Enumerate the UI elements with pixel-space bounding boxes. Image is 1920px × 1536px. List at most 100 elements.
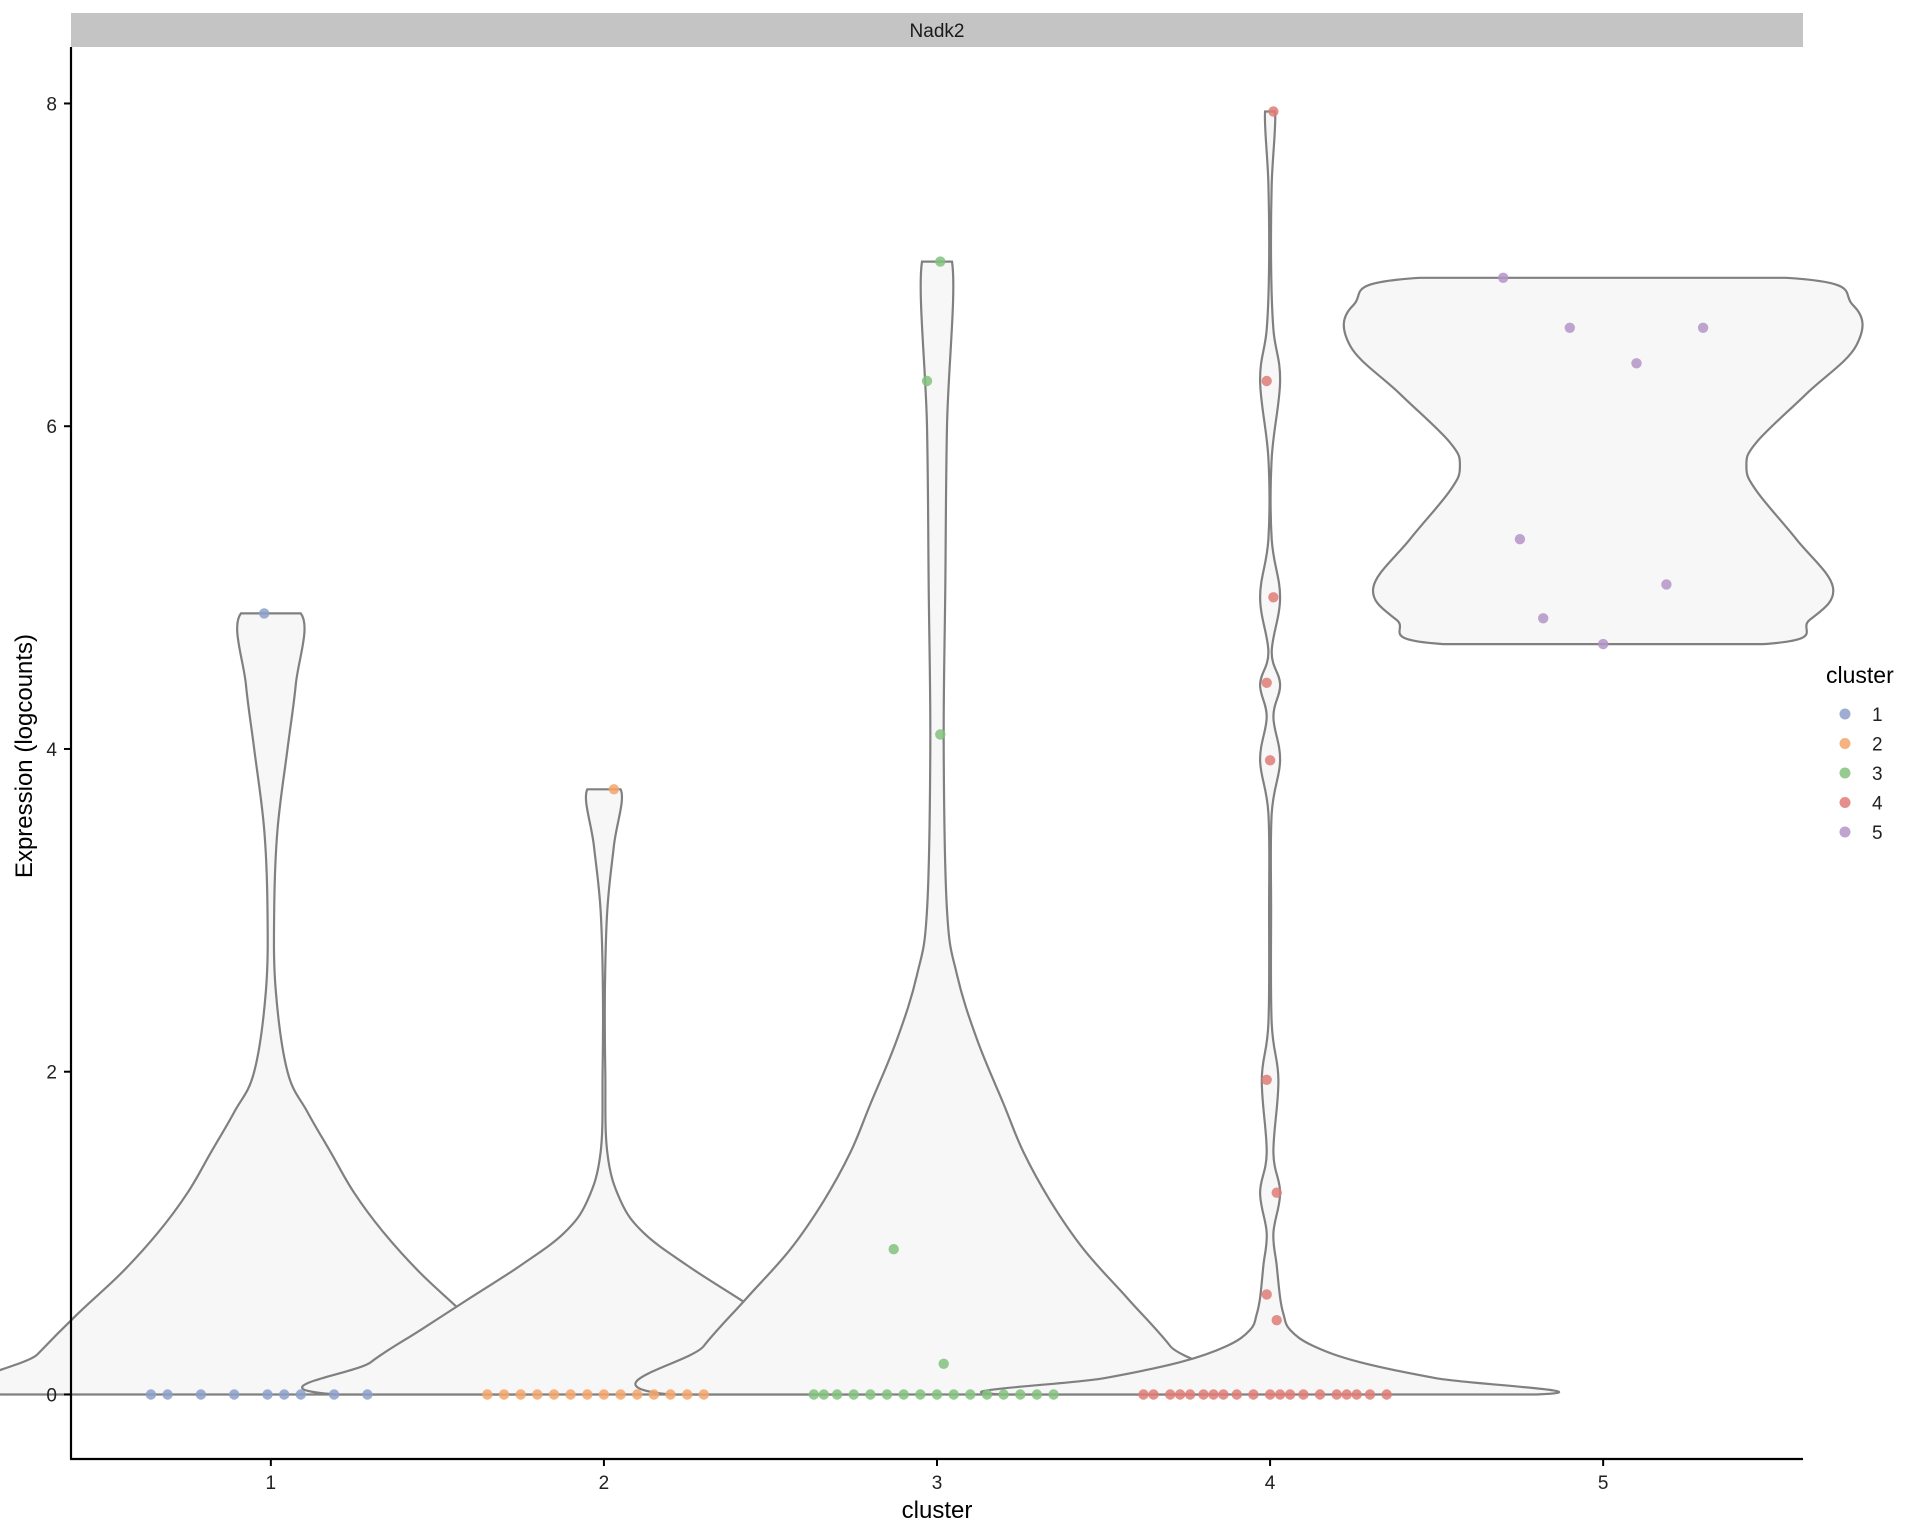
point-cluster-3 bbox=[881, 1389, 893, 1400]
legend-items: 1 2 3 4 5 bbox=[1839, 705, 1883, 844]
point-cluster-5 bbox=[1498, 272, 1509, 283]
legend-swatch-4 bbox=[1839, 797, 1851, 808]
y-tick-label: 4 bbox=[46, 740, 57, 761]
legend-swatch-5 bbox=[1839, 826, 1851, 838]
violin-cluster-4 bbox=[980, 110, 1560, 1396]
legend-swatch-3 bbox=[1839, 767, 1851, 779]
point-cluster-3 bbox=[865, 1389, 876, 1400]
point-cluster-3 bbox=[831, 1389, 843, 1400]
point-cluster-4 bbox=[1271, 1315, 1282, 1326]
point-cluster-4 bbox=[1268, 106, 1279, 117]
point-cluster-1 bbox=[145, 1389, 157, 1400]
y-ticks: 0 2 4 6 8 bbox=[46, 94, 71, 1406]
point-cluster-3 bbox=[965, 1389, 976, 1400]
point-cluster-2 bbox=[648, 1389, 660, 1400]
point-cluster-1 bbox=[279, 1389, 290, 1400]
point-cluster-3 bbox=[898, 1389, 909, 1400]
point-cluster-4 bbox=[1331, 1389, 1342, 1400]
point-cluster-2 bbox=[608, 784, 620, 795]
point-cluster-3 bbox=[808, 1389, 819, 1400]
point-cluster-2 bbox=[482, 1389, 493, 1400]
point-cluster-2 bbox=[548, 1389, 560, 1400]
point-cluster-4 bbox=[1264, 755, 1276, 766]
point-cluster-5 bbox=[1598, 638, 1609, 650]
point-cluster-4 bbox=[1138, 1389, 1149, 1400]
legend-label-1: 1 bbox=[1872, 705, 1883, 726]
point-cluster-2 bbox=[532, 1389, 543, 1400]
legend-title: cluster bbox=[1826, 662, 1894, 688]
point-cluster-4 bbox=[1261, 1074, 1272, 1086]
point-cluster-4 bbox=[1198, 1389, 1209, 1400]
point-cluster-4 bbox=[1165, 1389, 1176, 1400]
legend-label-3: 3 bbox=[1872, 764, 1883, 785]
legend-label-2: 2 bbox=[1872, 735, 1883, 756]
violin-cluster-3 bbox=[634, 260, 1240, 1396]
point-cluster-4 bbox=[1264, 1389, 1276, 1400]
point-cluster-3 bbox=[981, 1389, 993, 1400]
point-cluster-4 bbox=[1298, 1389, 1309, 1400]
point-cluster-3 bbox=[921, 375, 933, 387]
point-cluster-4 bbox=[1261, 677, 1272, 688]
point-cluster-3 bbox=[998, 1389, 1009, 1400]
point-cluster-3 bbox=[915, 1389, 926, 1400]
point-cluster-2 bbox=[515, 1389, 526, 1400]
x-ticks: 1 2 3 4 5 bbox=[266, 1459, 1609, 1494]
x-tick-label: 3 bbox=[932, 1473, 943, 1494]
point-cluster-4 bbox=[1218, 1389, 1229, 1400]
point-cluster-1 bbox=[162, 1389, 173, 1400]
legend-swatch-2 bbox=[1839, 738, 1851, 749]
x-tick-label: 5 bbox=[1598, 1473, 1609, 1494]
legend-label-5: 5 bbox=[1872, 823, 1883, 844]
point-cluster-1 bbox=[295, 1389, 306, 1400]
point-cluster-3 bbox=[888, 1244, 899, 1255]
point-cluster-4 bbox=[1184, 1389, 1196, 1400]
point-cluster-4 bbox=[1271, 1187, 1282, 1198]
point-cluster-3 bbox=[935, 729, 946, 740]
point-cluster-3 bbox=[848, 1389, 859, 1400]
x-tick-label: 1 bbox=[266, 1473, 277, 1494]
facet-strip-background bbox=[71, 13, 1803, 47]
y-axis-title: Expression (logcounts) bbox=[11, 634, 38, 878]
legend: cluster 1 2 3 4 5 bbox=[1826, 662, 1894, 844]
point-cluster-2 bbox=[698, 1389, 709, 1400]
facet-strip: Nadk2 bbox=[71, 13, 1803, 47]
point-cluster-5 bbox=[1631, 358, 1642, 369]
point-cluster-3 bbox=[1048, 1389, 1059, 1400]
point-cluster-2 bbox=[582, 1389, 593, 1400]
points bbox=[145, 106, 1709, 1400]
violin-cluster-1 bbox=[0, 612, 577, 1396]
point-cluster-3 bbox=[938, 1358, 949, 1370]
point-cluster-1 bbox=[262, 1389, 273, 1400]
point-cluster-2 bbox=[615, 1389, 626, 1400]
point-cluster-2 bbox=[632, 1389, 643, 1400]
point-cluster-5 bbox=[1514, 534, 1526, 545]
point-cluster-4 bbox=[1261, 375, 1272, 387]
point-cluster-4 bbox=[1314, 1389, 1326, 1400]
violin-cluster-2 bbox=[301, 788, 907, 1396]
point-cluster-3 bbox=[935, 256, 946, 267]
point-cluster-4 bbox=[1274, 1389, 1286, 1400]
point-cluster-4 bbox=[1248, 1389, 1259, 1400]
point-cluster-2 bbox=[598, 1389, 610, 1400]
x-tick-label: 2 bbox=[599, 1473, 610, 1494]
point-cluster-5 bbox=[1661, 579, 1672, 590]
point-cluster-3 bbox=[931, 1389, 943, 1400]
point-cluster-1 bbox=[362, 1389, 373, 1400]
violins bbox=[0, 110, 1864, 1396]
point-cluster-3 bbox=[818, 1389, 829, 1400]
point-cluster-3 bbox=[948, 1389, 959, 1400]
axes: 0 2 4 6 8 1 2 3 4 5 cluster Expression (logcount… bbox=[11, 47, 1803, 1524]
point-cluster-4 bbox=[1268, 592, 1279, 603]
y-tick-label: 6 bbox=[46, 417, 57, 438]
point-cluster-4 bbox=[1351, 1389, 1362, 1400]
point-cluster-2 bbox=[565, 1389, 576, 1400]
point-cluster-5 bbox=[1697, 322, 1709, 333]
y-tick-label: 2 bbox=[46, 1063, 57, 1084]
x-axis-title: cluster bbox=[902, 1497, 973, 1524]
x-tick-label: 4 bbox=[1265, 1473, 1276, 1494]
point-cluster-4 bbox=[1261, 1289, 1272, 1300]
y-tick-label: 8 bbox=[46, 94, 57, 115]
point-cluster-4 bbox=[1208, 1389, 1219, 1400]
